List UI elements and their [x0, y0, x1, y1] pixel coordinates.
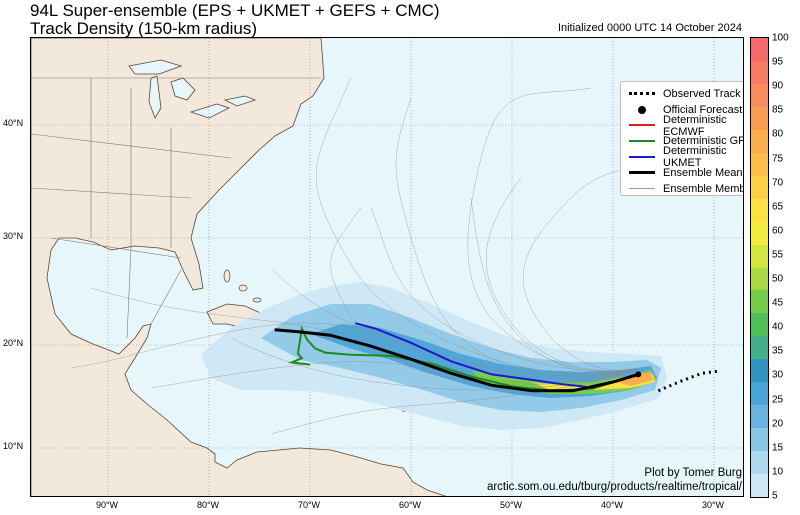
legend-label: Official Forecast: [663, 103, 743, 116]
north-america-landmass: [31, 38, 447, 496]
colorbar-tick: 15: [772, 442, 784, 454]
density-colorbar: [750, 37, 769, 498]
legend-label: Ensemble Mean: [663, 166, 743, 179]
official-forecast-point: [635, 371, 642, 378]
lon-label: 40°W: [600, 500, 624, 510]
legend-label: Deterministic GFS: [663, 135, 744, 148]
colorbar-tick: 95: [772, 56, 784, 68]
colorbar-segment: [751, 129, 768, 154]
colorbar-tick: 10: [772, 466, 784, 478]
density-contour-30: [311, 324, 657, 398]
lon-label: 60°W: [398, 500, 422, 510]
credit-url: arctic.som.ou.edu/tburg/products/realtim…: [486, 481, 742, 493]
colorbar-segment: [751, 382, 768, 406]
colorbar-segment: [751, 313, 768, 337]
legend-item: Deterministic UKMET: [627, 145, 743, 169]
legend-key-swatch: [627, 188, 657, 190]
legend-label: Ensemble Members: [663, 182, 743, 195]
colorbar-segment: [751, 175, 768, 200]
colorbar-tick: 20: [772, 418, 784, 430]
colorbar-tick: 60: [772, 225, 784, 237]
colorbar-segment: [751, 336, 768, 360]
colorbar-tick: 30: [772, 369, 784, 381]
lon-label: 90°W: [95, 500, 119, 510]
colorbar-segment: [751, 152, 768, 177]
colorbar-tick: 45: [772, 297, 784, 309]
legend-key-swatch: [627, 156, 657, 159]
colorbar-tick: 35: [772, 345, 784, 357]
colorbar-tick: 5: [772, 490, 778, 502]
legend-item: Ensemble Mean: [627, 165, 743, 181]
colorbar-segment: [751, 60, 768, 85]
state-borders: [31, 77, 321, 339]
track-density-field: [201, 282, 667, 430]
map-legend: Observed Track Official Forecast Determini…: [620, 81, 744, 197]
lon-label: 70°W: [297, 500, 321, 510]
ukmet-track: [355, 322, 639, 389]
colorbar-segment: [751, 83, 768, 108]
colorbar-tick: 50: [772, 273, 784, 285]
title-block: 94L Super-ensemble (EPS + UKMET + GEFS +…: [30, 2, 440, 38]
colorbar-segment: [751, 290, 768, 314]
legend-key-swatch: [627, 171, 657, 175]
colorbar-tick: 90: [772, 80, 784, 92]
lat-label: 20°N: [3, 338, 24, 348]
legend-item: Observed Track: [627, 86, 743, 102]
map-subtitle: Track Density (150-km radius): [30, 19, 258, 38]
credit-author: Plot by Tomer Burg: [644, 467, 742, 479]
colorbar-segment: [751, 198, 768, 223]
colorbar-tick: 80: [772, 128, 784, 140]
legend-item: Deterministic GFS: [627, 133, 744, 149]
legend-item: Official Forecast: [627, 102, 743, 118]
lon-label: 30°W: [701, 500, 725, 510]
legend-label: Deterministic ECMWF: [663, 113, 727, 138]
colorbar-tick: 100: [772, 32, 789, 44]
observed-track: [657, 369, 719, 393]
legend-key-swatch: [627, 140, 657, 143]
lat-label: 10°N: [3, 441, 24, 451]
land-layer: [31, 38, 447, 496]
density-contour-80: [611, 372, 653, 386]
colorbar-tick: 55: [772, 249, 784, 261]
colorbar-segment: [751, 451, 768, 475]
lat-label: 30°N: [3, 231, 24, 241]
lon-label: 80°W: [196, 500, 220, 510]
colorbar-segment: [751, 474, 768, 498]
colorbar-tick: 75: [772, 153, 784, 164]
colorbar-tick: 70: [772, 177, 784, 189]
map-panel: Observed Track Official Forecast Determini…: [30, 37, 744, 497]
great-lakes: [128, 59, 257, 119]
map-title: 94L Super-ensemble (EPS + UKMET + GEFS +…: [30, 1, 440, 20]
forecast-tracks: [274, 322, 719, 393]
lon-label: 50°W: [499, 500, 523, 510]
legend-label: Deterministic UKMET: [663, 145, 727, 170]
legend-label: Observed Track: [663, 87, 741, 100]
gfs-track: [287, 325, 639, 392]
legend-key-swatch: [627, 105, 657, 114]
colorbar-segment: [751, 38, 768, 62]
map-canvas: [31, 38, 743, 496]
legend-key-swatch: [627, 124, 657, 127]
colorbar-tick: 65: [772, 201, 784, 213]
colorbar-segment: [751, 267, 768, 291]
lat-label: 40°N: [3, 118, 24, 128]
colorbar-segment: [751, 359, 768, 383]
initialized-timestamp: Initialized 0000 UTC 14 October 2024: [557, 22, 742, 34]
colorbar-segment: [751, 428, 768, 452]
legend-item: Ensemble Members: [627, 181, 743, 197]
density-contour-65: [531, 374, 655, 390]
colorbar-segment: [751, 106, 768, 131]
legend-item: Deterministic ECMWF: [627, 114, 743, 138]
plot-credits: Plot by Tomer Burg arctic.som.ou.edu/tbu…: [487, 466, 742, 494]
colorbar-segment: [751, 221, 768, 246]
legend-key-swatch: [627, 92, 657, 96]
ensemble-member-tracks: [70, 77, 732, 435]
ensemble-mean-track: [274, 328, 639, 393]
colorbar-tick: 25: [772, 394, 784, 405]
colorbar-tick: 40: [772, 321, 784, 333]
colorbar-tick: 85: [772, 104, 784, 116]
colorbar-segment: [751, 244, 768, 268]
colorbar-segment: [751, 405, 768, 429]
